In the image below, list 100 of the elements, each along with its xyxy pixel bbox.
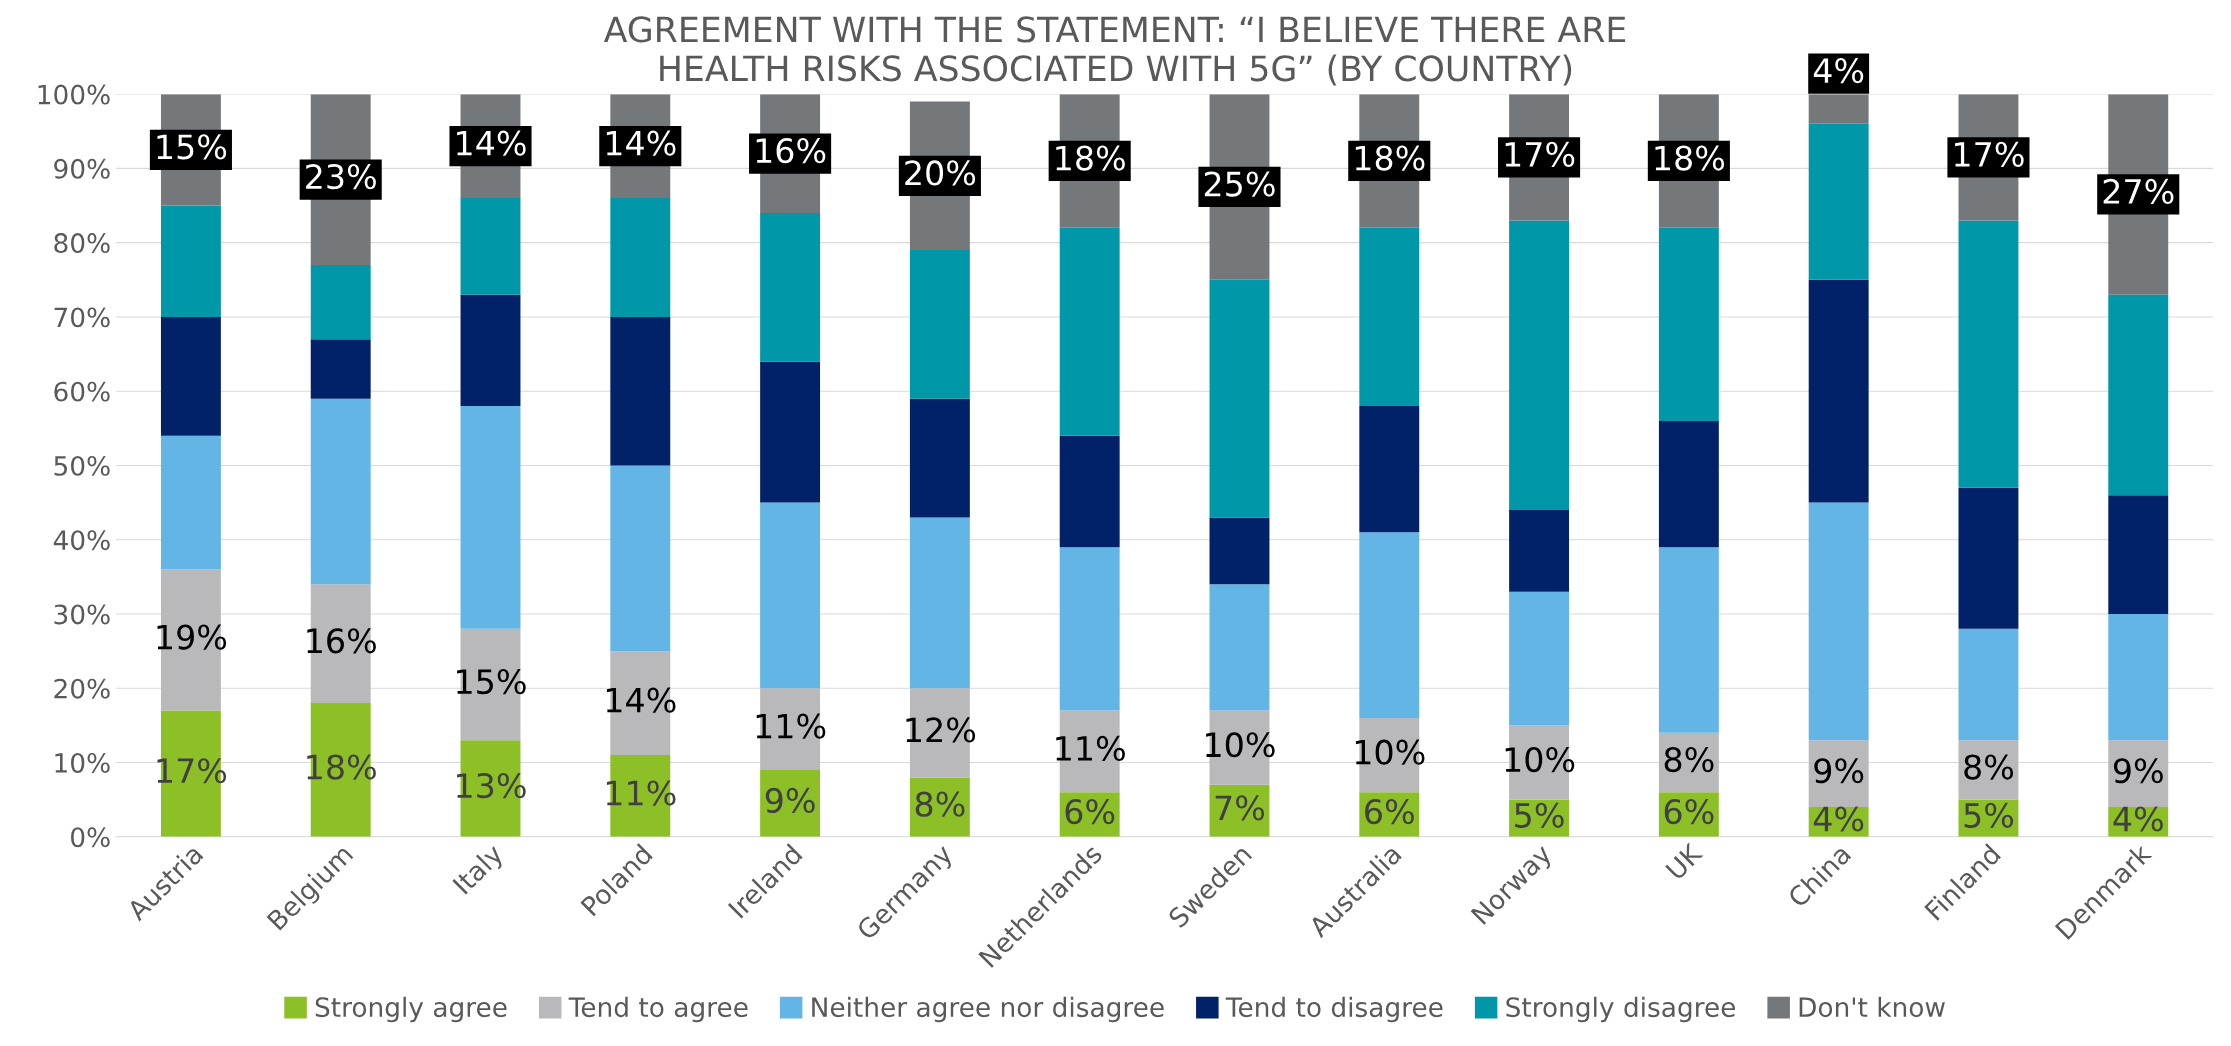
bar [909,517,970,689]
data-label: 5% [1964,802,2014,828]
x-tick-label: UK [1665,841,1704,881]
data-label: 14% [606,687,676,713]
data-label: 4% [2113,806,2163,832]
data-label: 18% [1355,145,1425,171]
bar [760,502,821,689]
data-label: 16% [307,628,376,654]
legend-label: Don't know [1799,996,1945,1018]
y-tick-label: 100% [38,84,110,105]
data-label: 18% [1655,145,1725,171]
y-tick-label: 50% [54,455,110,476]
data-label: 6% [1365,798,1414,825]
bar [2108,294,2169,496]
data-label: 9% [765,787,815,814]
bar [1658,227,1719,421]
data-label: 17% [1955,141,2024,167]
bar [460,198,521,295]
bar [310,264,371,340]
y-tick-label: 80% [54,233,110,254]
bar [1209,584,1270,711]
bar [1958,220,2019,488]
y-tick-label: 20% [54,678,110,699]
y-tick-label: 30% [54,604,110,625]
bar [160,316,221,436]
data-label: 4% [1813,58,1864,84]
y-tick-label: 90% [54,158,110,179]
data-label: 11% [756,713,826,739]
y-tick-label: 70% [54,307,110,328]
legend-label: Tend to agree [568,996,748,1023]
data-label: 18% [1056,145,1125,171]
bar [1958,628,2019,741]
bar [310,398,371,585]
data-label: 6% [1664,798,1714,825]
data-label: 10% [1505,746,1575,773]
bar [2108,614,2169,741]
data-label: 9% [2113,758,2163,784]
data-label: 4% [1813,806,1864,832]
legend-label: Tend to disagree [1225,996,1443,1023]
data-label: 12% [906,717,976,743]
bar [2108,740,2169,808]
chart-title: AGREEMENT WITH THE STATEMENT: “I BELIEVE THERE ARE HEALTH RISKS ASSOCIATED WITH 5G” (BY COUNTRY) [603,16,1626,86]
bar [1958,487,2019,629]
bar [1658,547,1719,733]
data-label: 8% [915,791,965,817]
bar [1059,227,1120,436]
bar [1509,220,1570,511]
bar [460,406,521,629]
data-label: 10% [1355,739,1425,765]
bar [610,316,671,466]
data-label: 15% [157,134,227,160]
bar [1509,510,1570,592]
data-label: 14% [606,130,676,156]
bar [1658,420,1719,548]
bar [1359,227,1420,407]
bar [160,435,221,570]
data-label: 20% [905,160,976,186]
bar [760,361,821,503]
bar [1509,591,1570,726]
bar [760,212,821,362]
data-label: 9% [1814,758,1864,784]
y-tick-label: 60% [54,381,110,402]
bar [2108,495,2169,614]
bar [1808,279,1869,503]
data-label: 19% [157,624,227,650]
bar [909,398,970,518]
data-label: 27% [2103,178,2174,205]
y-tick-label: 10% [55,752,110,773]
legend-label: Neither agree nor disagree [812,996,1164,1023]
data-label: 23% [306,164,376,190]
bar [1808,123,1869,280]
data-label: 11% [1056,735,1125,762]
y-tick-label: 0% [71,827,110,848]
data-label: 8% [1664,746,1714,773]
bar [1808,740,1869,808]
bar [460,294,521,407]
bar [160,205,221,317]
data-label: 5% [1515,802,1564,828]
bar [1808,502,1869,741]
data-label: 25% [1204,171,1275,197]
y-tick-label: 40% [53,530,110,551]
data-label: 7% [1215,795,1265,821]
bar [1059,547,1120,711]
data-label: 10% [1206,732,1275,758]
bar [1209,279,1270,518]
data-label: 17% [1505,141,1575,167]
bar [610,465,671,652]
data-label: 14% [457,130,526,156]
bar [610,198,671,317]
data-label: 16% [756,138,826,164]
bar [310,339,371,399]
bar [1209,517,1270,585]
legend-label: Strongly disagree [1506,996,1735,1023]
bar [1059,435,1120,548]
data-label: 8% [1964,754,2014,780]
data-label: 15% [457,669,526,695]
legend-label: Strongly agree [315,996,507,1023]
data-label: 6% [1065,798,1115,825]
bar [1359,532,1420,718]
bar [909,250,970,399]
